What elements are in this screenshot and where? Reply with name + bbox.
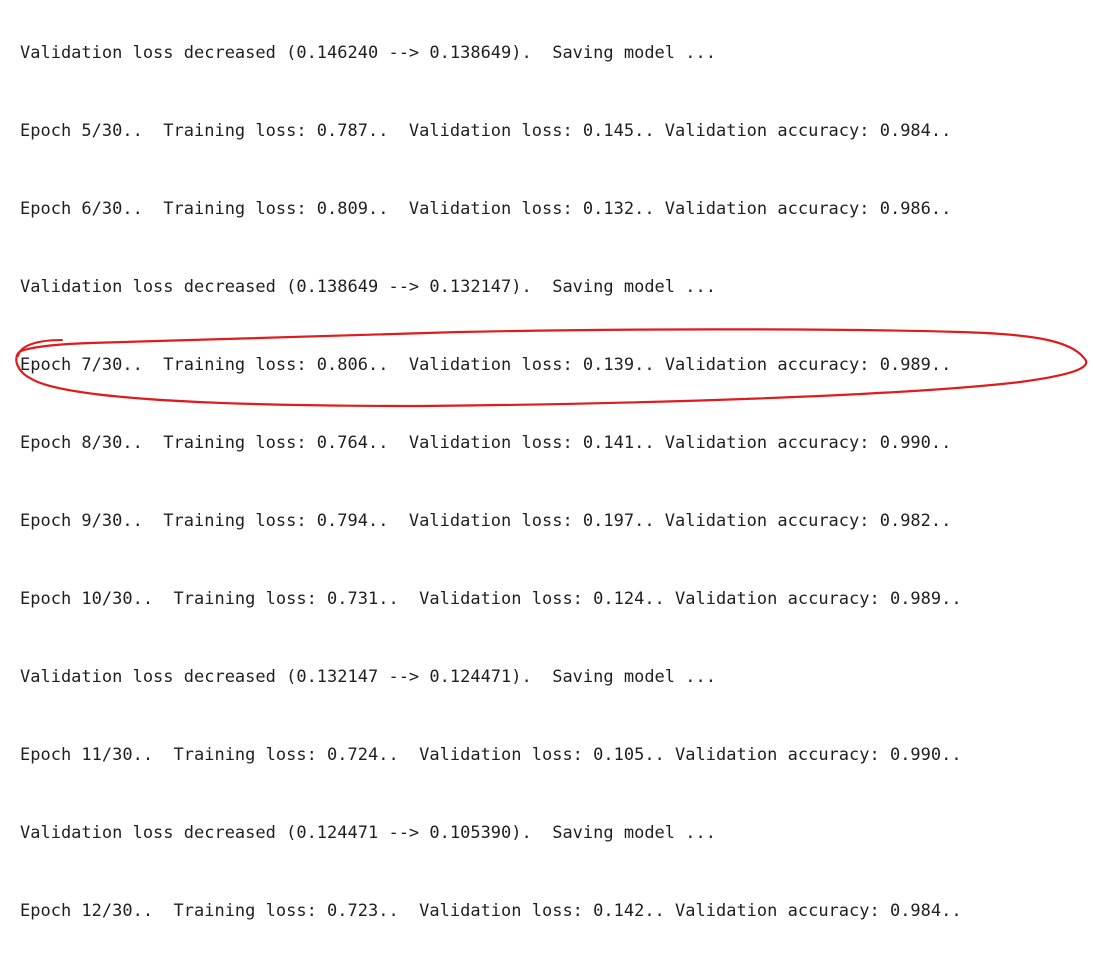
log-line: Epoch 12/30.. Training loss: 0.723.. Val… (20, 901, 962, 921)
log-line: Epoch 10/30.. Training loss: 0.731.. Val… (20, 589, 962, 609)
log-line: Epoch 11/30.. Training loss: 0.724.. Val… (20, 745, 962, 765)
log-line: Validation loss decreased (0.146240 --> … (20, 43, 716, 63)
log-line: Epoch 8/30.. Training loss: 0.764.. Vali… (20, 433, 952, 453)
log-line: Validation loss decreased (0.124471 --> … (20, 823, 716, 843)
training-log-output: Validation loss decreased (0.146240 --> … (20, 0, 962, 974)
log-line: Epoch 9/30.. Training loss: 0.794.. Vali… (20, 511, 952, 531)
log-line: Epoch 6/30.. Training loss: 0.809.. Vali… (20, 199, 952, 219)
log-line: Epoch 7/30.. Training loss: 0.806.. Vali… (20, 355, 952, 375)
log-line: Validation loss decreased (0.138649 --> … (20, 277, 716, 297)
log-line: Validation loss decreased (0.132147 --> … (20, 667, 716, 687)
log-line: Epoch 5/30.. Training loss: 0.787.. Vali… (20, 121, 952, 141)
